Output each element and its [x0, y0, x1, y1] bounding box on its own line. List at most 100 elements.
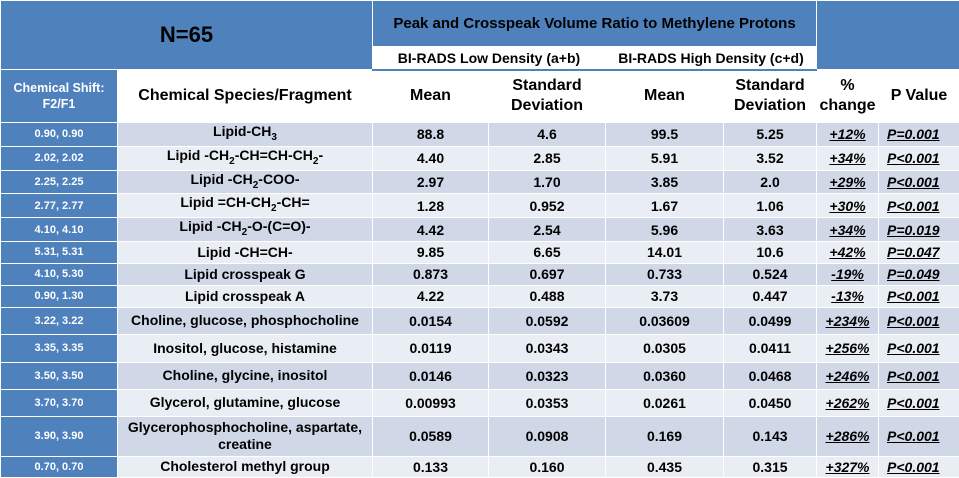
pct-change-value: +29% — [829, 173, 866, 190]
col-header-mean-low: Mean — [372, 69, 489, 123]
table-row: 0.90, 1.30 Lipid crosspeak A 4.22 0.488 3.73… — [0, 284, 959, 308]
pct-change-value: -13% — [831, 288, 864, 305]
cell-p: P<0.001 — [878, 145, 959, 171]
table-row: 0.90, 0.90 Lipid-CH3 88.8 4.6 99.5 5.25 +12% P=… — [0, 122, 959, 147]
cell-mean-low: 2.97 — [372, 169, 489, 195]
cell-sd-high: 10.6 — [722, 240, 818, 264]
cell-sd-low: 2.85 — [488, 145, 606, 171]
col-header-p-value: P Value — [878, 69, 959, 123]
p-value: P=0.019 — [887, 221, 940, 238]
pct-change-value: +34% — [829, 221, 866, 238]
cell-mean-low: 4.40 — [372, 145, 489, 171]
table-row: 3.35, 3.35 Inositol, glucose, histamine 0.… — [0, 333, 959, 363]
col-header-sd-low: Standard Deviation — [488, 69, 606, 123]
cell-species: Lipid -CH2-O-(C=O)- — [117, 217, 373, 242]
n-label: N=65 — [0, 0, 373, 70]
cell-mean-high: 5.96 — [605, 217, 724, 242]
p-value: P=0.047 — [887, 244, 940, 261]
cell-sd-low: 0.697 — [488, 262, 606, 286]
col-header-mean-high: Mean — [605, 69, 724, 123]
cell-mean-low: 4.42 — [372, 217, 489, 242]
cell-pct: +34% — [816, 145, 880, 171]
cell-p: P<0.001 — [878, 361, 959, 390]
table-row: 3.50, 3.50 Choline, glycine, inositol 0.01… — [0, 361, 959, 390]
cell-sd-high: 0.0499 — [722, 306, 818, 335]
cell-shift: 2.02, 2.02 — [0, 145, 118, 171]
pct-change-value: +234% — [825, 312, 870, 329]
cell-pct: +30% — [816, 193, 880, 219]
cell-species: Lipid -CH2-CH=CH-CH2- — [117, 145, 373, 171]
pct-change-value: -19% — [831, 266, 864, 283]
pct-change-value: +262% — [825, 394, 870, 411]
cell-shift: 2.25, 2.25 — [0, 169, 118, 195]
cell-p: P=0.049 — [878, 262, 959, 286]
cell-sd-low: 0.0343 — [488, 333, 606, 363]
cell-pct: -13% — [816, 284, 880, 308]
p-value: P<0.001 — [887, 150, 940, 167]
cell-mean-low: 0.133 — [372, 455, 489, 478]
table-row: 2.25, 2.25 Lipid -CH2-COO- 2.97 1.70 3.85 2.0… — [0, 169, 959, 195]
cell-p: P<0.001 — [878, 333, 959, 363]
cell-pct: +286% — [816, 415, 880, 457]
cell-mean-low: 0.0119 — [372, 333, 489, 363]
cell-mean-high: 0.0261 — [605, 388, 724, 417]
cell-mean-high: 1.67 — [605, 193, 724, 219]
pct-change-value: +30% — [829, 197, 866, 214]
cell-p: P<0.001 — [878, 415, 959, 457]
cell-sd-high: 1.06 — [722, 193, 818, 219]
cell-sd-high: 0.315 — [722, 455, 818, 478]
cell-sd-low: 0.0592 — [488, 306, 606, 335]
cell-mean-low: 0.873 — [372, 262, 489, 286]
p-value: P<0.001 — [887, 288, 940, 305]
table-row: 2.77, 2.77 Lipid =CH-CH2-CH= 1.28 0.952 1.67… — [0, 193, 959, 219]
cell-species: Lipid =CH-CH2-CH= — [117, 193, 373, 219]
cell-species: Cholesterol methyl group — [117, 455, 373, 478]
cell-species: Choline, glycine, inositol — [117, 361, 373, 390]
cell-p: P<0.001 — [878, 388, 959, 417]
cell-pct: +246% — [816, 361, 880, 390]
cell-pct: -19% — [816, 262, 880, 286]
cell-sd-low: 6.65 — [488, 240, 606, 264]
cell-species: Lipid crosspeak G — [117, 262, 373, 286]
cell-mean-low: 0.0589 — [372, 415, 489, 457]
cell-mean-high: 0.0360 — [605, 361, 724, 390]
cell-pct: +327% — [816, 455, 880, 478]
cell-mean-low: 4.22 — [372, 284, 489, 308]
cell-mean-high: 0.733 — [605, 262, 724, 286]
group-high-density: BI-RADS High Density (c+d) — [604, 46, 818, 71]
table-row: 4.10, 5.30 Lipid crosspeak G 0.873 0.697 0.7… — [0, 262, 959, 286]
cell-sd-low: 1.70 — [488, 169, 606, 195]
cell-shift: 3.35, 3.35 — [0, 333, 118, 363]
cell-p: P=0.019 — [878, 217, 959, 242]
cell-shift: 3.90, 3.90 — [0, 415, 118, 457]
cell-pct: +34% — [816, 217, 880, 242]
table-row: 3.70, 3.70 Glycerol, glutamine, glucose 0.… — [0, 388, 959, 417]
cell-p: P<0.001 — [878, 193, 959, 219]
cell-mean-high: 99.5 — [605, 122, 724, 147]
cell-p: P=0.001 — [878, 122, 959, 147]
cell-species: Lipid -CH2-COO- — [117, 169, 373, 195]
p-value: P<0.001 — [887, 394, 940, 411]
cell-shift: 0.90, 0.90 — [0, 122, 118, 147]
cell-pct: +256% — [816, 333, 880, 363]
cell-sd-high: 3.52 — [722, 145, 818, 171]
table-row: 5.31, 5.31 Lipid -CH=CH- 9.85 6.65 14.01 10.6… — [0, 240, 959, 264]
header-blank — [816, 0, 959, 70]
cell-p: P<0.001 — [878, 169, 959, 195]
p-value: P<0.001 — [887, 197, 940, 214]
cell-mean-low: 0.0146 — [372, 361, 489, 390]
table-row: 3.90, 3.90 Glycerophosphocholine, asparta… — [0, 415, 959, 457]
col-header-shift: Chemical Shift: F2/F1 — [0, 69, 118, 123]
group-low-density: BI-RADS Low Density (a+b) — [372, 46, 606, 71]
cell-sd-high: 0.524 — [722, 262, 818, 286]
cell-mean-low: 1.28 — [372, 193, 489, 219]
p-value: P<0.001 — [887, 312, 940, 329]
cell-mean-low: 88.8 — [372, 122, 489, 147]
p-value: P=0.001 — [887, 126, 940, 143]
cell-sd-high: 0.0411 — [722, 333, 818, 363]
cell-mean-low: 9.85 — [372, 240, 489, 264]
cell-shift: 3.50, 3.50 — [0, 361, 118, 390]
p-value: P<0.001 — [887, 173, 940, 190]
cell-mean-high: 14.01 — [605, 240, 724, 264]
